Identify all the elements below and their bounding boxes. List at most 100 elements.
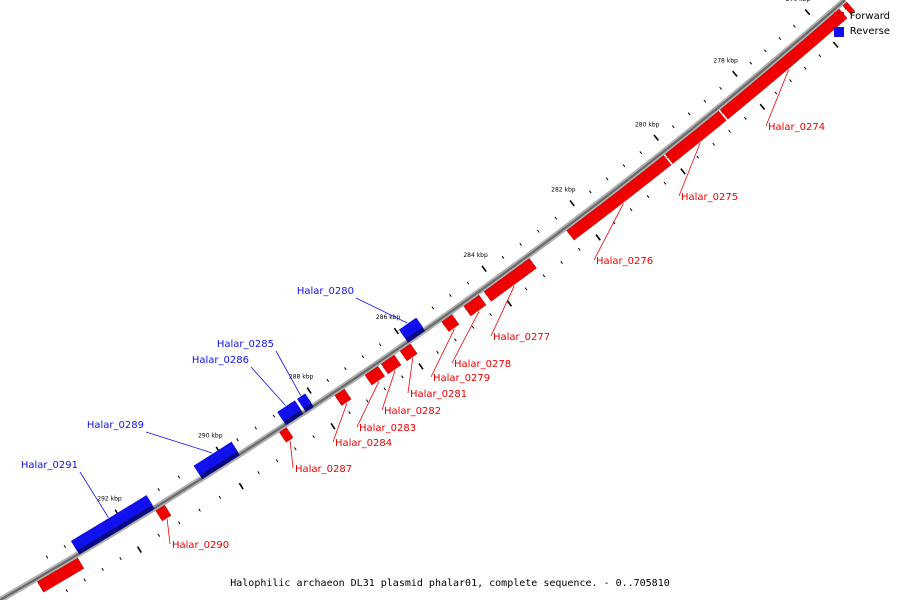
leader-line: [430, 328, 455, 378]
inner-minor-tick: [471, 325, 475, 329]
gene-label[interactable]: Halar_0281: [410, 389, 467, 400]
minor-tick: [466, 281, 470, 285]
inner-minor-tick: [629, 208, 633, 212]
gene-label[interactable]: Halar_0280: [297, 286, 354, 297]
minor-tick: [793, 24, 796, 28]
gene-highlight: [404, 350, 416, 359]
forward-swatch: [833, 11, 844, 22]
gene-label[interactable]: Halar_0275: [681, 192, 738, 203]
gene-halar-0276[interactable]: [566, 155, 672, 241]
gene-label[interactable]: Halar_0289: [87, 420, 144, 431]
gene-halar-0282[interactable]: [380, 354, 402, 375]
gene-highlight: [298, 396, 308, 403]
leader-line: [678, 142, 701, 197]
inner-minor-tick: [101, 567, 104, 571]
gene-label[interactable]: Halar_0285: [217, 339, 274, 350]
gene-face: [566, 155, 672, 241]
gene-face: [296, 393, 312, 409]
leader-line: [250, 366, 286, 406]
inner-minor-tick: [663, 181, 667, 185]
gene-halar-0286[interactable]: [277, 400, 304, 426]
label-leaders: [79, 69, 789, 545]
gene-face: [155, 504, 172, 522]
gene-highlight: [725, 14, 846, 117]
gene-arrow[interactable]: [842, 1, 856, 16]
gene-halar-0285[interactable]: [296, 393, 314, 413]
gene-label[interactable]: Halar_0276: [596, 256, 653, 267]
gene-halar-0278[interactable]: [463, 294, 487, 317]
gene-side: [76, 504, 155, 555]
gene-halar-0284[interactable]: [334, 388, 352, 406]
tick-marks: 276 kbp 278 kbp 280 kbp 282 kbp 284 kbp 286 k…: [45, 0, 839, 593]
minor-tick: [361, 355, 365, 359]
gene-label[interactable]: Halar_0287: [295, 464, 352, 475]
gene-label[interactable]: Halar_0274: [768, 122, 825, 133]
gene-halar-0274[interactable]: [719, 8, 848, 120]
gene-halar-0281[interactable]: [399, 343, 418, 362]
inner-minor-tick: [542, 274, 546, 278]
gene-highlight: [195, 444, 234, 470]
minor-tick: [778, 37, 782, 40]
gene-label[interactable]: Halar_0286: [192, 355, 249, 366]
inner-minor-tick: [157, 533, 161, 537]
map-caption: Halophilic archaeon DL31 plasmid phalar0…: [230, 578, 670, 589]
tick-label: 286 kbp: [376, 314, 401, 321]
inner-major-tick: [418, 363, 424, 370]
inner-minor-tick: [83, 578, 86, 582]
major-tick: [732, 70, 738, 77]
gene-label[interactable]: Halar_0283: [359, 423, 416, 434]
gene-halar-0283[interactable]: [364, 365, 386, 386]
gene-halar-0291[interactable]: [70, 495, 155, 555]
inner-minor-tick: [646, 194, 650, 198]
minor-tick: [254, 426, 257, 430]
gene-face: [719, 8, 848, 120]
gene-side: [303, 402, 314, 413]
gene-halar-0280[interactable]: [398, 317, 425, 343]
gene-arrow[interactable]: [37, 557, 85, 593]
gene-face: [364, 365, 386, 386]
inner-minor-tick: [524, 287, 528, 291]
minor-tick: [605, 177, 609, 181]
tick-label: 284 kbp: [463, 252, 488, 259]
legend-reverse: Reverse: [833, 24, 890, 39]
inner-minor-tick: [774, 91, 778, 95]
inner-minor-tick: [275, 459, 279, 463]
leader-line: [765, 69, 789, 127]
gene-labels: Halar_0274 Halar_0275 Halar_0276 Halar_0277…: [21, 122, 825, 551]
gene-side: [283, 409, 304, 426]
minor-tick: [45, 555, 49, 559]
tick-label: 290 kbp: [198, 433, 223, 440]
gene-halar-0277[interactable]: [483, 258, 537, 302]
inner-minor-tick: [728, 129, 731, 133]
gene-label[interactable]: Halar_0277: [493, 332, 550, 343]
inner-minor-tick: [312, 435, 315, 439]
gene-label[interactable]: Halar_0279: [433, 373, 490, 384]
gene-highlight: [848, 8, 853, 13]
gene-label[interactable]: Halar_0282: [384, 406, 441, 417]
legend-forward-label: Forward: [849, 11, 890, 22]
gene-label[interactable]: Halar_0290: [172, 540, 229, 551]
gene-face: [842, 1, 856, 16]
minor-tick: [236, 438, 239, 442]
inner-major-tick: [330, 422, 336, 430]
leader-line: [355, 297, 408, 324]
gene-label[interactable]: Halar_0291: [21, 460, 78, 471]
gene-halar-0279[interactable]: [441, 314, 460, 332]
gene-highlight: [446, 320, 458, 330]
gene-halar-0275[interactable]: [664, 110, 727, 164]
gene-halar-0287[interactable]: [279, 427, 294, 443]
gene-side: [405, 326, 425, 343]
gene-face: [70, 495, 153, 551]
inner-minor-tick: [744, 116, 747, 120]
inner-minor-tick: [436, 350, 439, 354]
gene-label[interactable]: Halar_0284: [335, 438, 392, 449]
gene-face: [399, 343, 418, 362]
gene-halar-0290[interactable]: [155, 504, 172, 522]
inner-minor-tick: [712, 142, 716, 146]
legend: Forward Reverse: [833, 9, 890, 39]
gene-highlight: [339, 395, 350, 403]
inner-minor-tick: [789, 79, 792, 83]
gene-label[interactable]: Halar_0278: [454, 359, 511, 370]
gene-halar-0289[interactable]: [193, 441, 240, 480]
gene-highlight: [571, 161, 670, 238]
